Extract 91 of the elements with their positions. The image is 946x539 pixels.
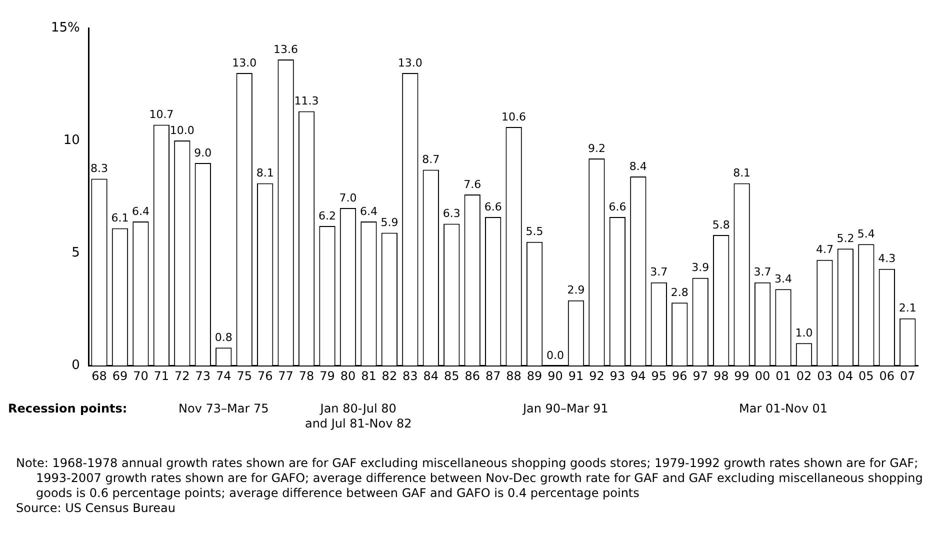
data-label: 9.2	[588, 142, 606, 155]
data-label: 3.7	[754, 266, 772, 279]
x-tick-label: 01	[776, 368, 791, 383]
x-tick-label: 07	[900, 368, 916, 383]
x-tick-label: 92	[589, 368, 604, 383]
x-tick-label: 76	[257, 368, 273, 383]
y-tick-label: 15%	[50, 20, 80, 36]
x-tick-label: 86	[464, 368, 480, 383]
data-label: 7.0	[339, 191, 357, 204]
x-tick-label: 82	[382, 368, 398, 383]
data-label: 10.7	[149, 108, 174, 122]
data-label: 6.3	[442, 207, 460, 220]
data-label: 8.1	[733, 166, 751, 180]
data-label: 5.2	[836, 232, 854, 245]
x-tick-label: 88	[506, 368, 522, 383]
data-label: 10.6	[502, 110, 526, 124]
x-tick-label: 79	[320, 368, 335, 383]
data-label: 7.6	[464, 178, 482, 191]
data-label: 2.8	[670, 286, 688, 299]
data-label: 8.3	[90, 162, 108, 176]
text: Note: 1968-1978 annual growth rates shown are for GAF excluding miscellaneous shopping goods stores; 1979-1992 growth rates shown are for GAF; 1993-2007 growth rates shown are for GAFO; average difference between Nov-Dec growth rate for GAF and GAF excluding miscellaneous shopping goods is 0.6 percentage points; average difference between GAF and GAFO is 0.4 percentage points	[15, 456, 924, 501]
data-label: 8.4	[629, 160, 647, 173]
data-label: 4.7	[816, 243, 834, 256]
data-label: 5.9	[380, 216, 398, 230]
x-tick-label: 70	[133, 368, 148, 383]
x-tick-label: 91	[568, 368, 584, 383]
source-note: Source: US Census Bureau	[15, 501, 176, 516]
data-label: 13.0	[398, 56, 422, 70]
data-label: 3.9	[692, 261, 710, 274]
x-tick-label: 93	[610, 368, 626, 383]
x-tick-label: 69	[112, 368, 128, 383]
data-label: 5.8	[712, 218, 730, 232]
data-label: 6.2	[318, 209, 336, 222]
x-tick-label: 68	[92, 368, 107, 383]
x-tick-label: 78	[298, 368, 314, 383]
y-tick-label: 0	[72, 358, 80, 373]
text: Jan 80-Jul 80 and Jul 81-Nov 82	[304, 402, 412, 431]
x-tick-label: 03	[817, 368, 832, 383]
text: Jan 90–Mar 91	[522, 402, 608, 416]
x-tick-label: 89	[526, 368, 542, 383]
data-label: 3.7	[650, 266, 668, 279]
x-tick-label: 05	[858, 368, 874, 383]
x-tick-label: 90	[548, 368, 563, 383]
x-tick-label: 02	[796, 368, 812, 383]
x-tick-label: 95	[651, 368, 667, 383]
text: Mar 01-Nov 01	[738, 402, 828, 416]
data-label: 2.9	[567, 284, 585, 297]
x-tick-label: 77	[278, 368, 294, 383]
x-tick-label: 00	[754, 368, 770, 383]
data-label: 10.0	[170, 124, 194, 137]
x-tick-label: 85	[444, 368, 460, 383]
data-label: 1.0	[795, 326, 813, 340]
data-label: 13.6	[274, 42, 298, 56]
data-label: 13.0	[232, 56, 257, 70]
text: Recession points:	[8, 402, 128, 416]
data-label: 3.4	[774, 272, 792, 286]
x-tick-label: 81	[361, 368, 376, 383]
data-label: 5.4	[857, 227, 875, 240]
data-label: 9.0	[194, 146, 212, 160]
x-tick-label: 75	[236, 368, 252, 383]
x-tick-label: 84	[423, 368, 439, 383]
x-tick-label: 73	[195, 368, 211, 383]
x-tick-label: 06	[879, 368, 895, 383]
x-tick-label: 74	[216, 368, 232, 383]
x-tick-label: 94	[630, 368, 646, 383]
data-label: 6.6	[608, 200, 626, 214]
data-label: 4.3	[878, 252, 896, 266]
x-tick-label: 98	[713, 368, 729, 383]
x-tick-label: 96	[672, 368, 688, 383]
x-tick-label: 71	[154, 368, 170, 383]
x-tick-label: 80	[340, 368, 356, 383]
data-label: 11.3	[294, 94, 319, 108]
data-label: 6.1	[111, 212, 129, 225]
x-tick-label: 97	[692, 368, 708, 383]
data-label: 6.6	[484, 200, 502, 214]
x-tick-label: 83	[402, 368, 418, 383]
data-label: 8.1	[256, 166, 274, 180]
data-label: 0.0	[546, 348, 564, 362]
text: Nov 73–Mar 75	[178, 402, 269, 416]
data-label: 0.8	[214, 330, 232, 344]
x-tick-label: 04	[838, 368, 854, 383]
data-label: 6.4	[360, 204, 378, 218]
data-label: 5.5	[526, 225, 544, 238]
data-label: 6.4	[132, 204, 150, 218]
data-label: 2.1	[898, 302, 916, 315]
x-tick-label: 87	[485, 368, 501, 383]
data-label: 8.7	[422, 153, 440, 166]
y-tick-label: 10	[63, 132, 80, 148]
x-tick-label: 99	[734, 368, 750, 383]
x-tick-label: 72	[174, 368, 190, 383]
y-tick-label: 5	[72, 245, 80, 260]
